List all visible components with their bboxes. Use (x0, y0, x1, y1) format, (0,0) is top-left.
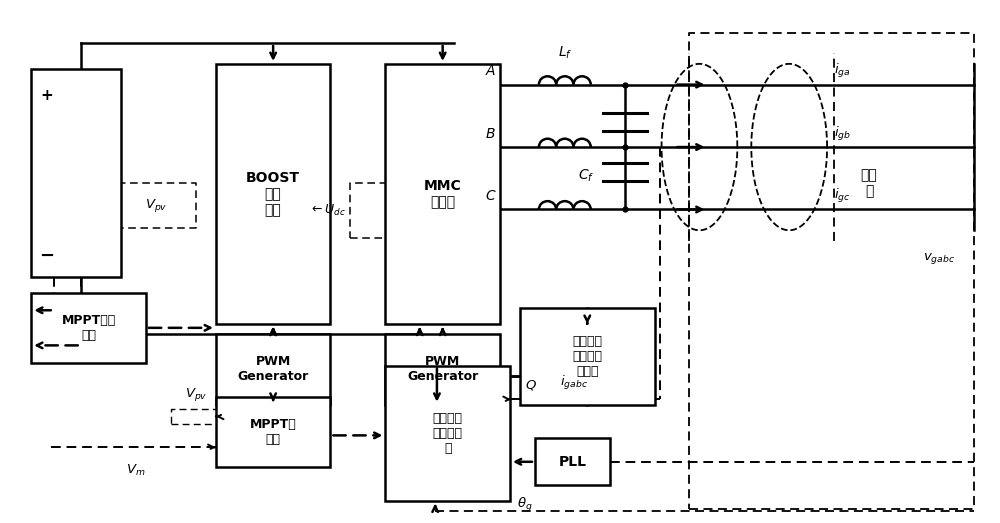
Text: $V_m$: $V_m$ (126, 463, 145, 478)
Bar (535, 438, 610, 485)
Text: $i_{gabc}$: $i_{gabc}$ (560, 373, 588, 392)
Bar (31, 69, 121, 277)
Text: MPPT控
制器: MPPT控 制器 (250, 418, 297, 446)
Text: BOOST
斩波
电路: BOOST 斩波 电路 (246, 170, 300, 217)
Text: C: C (485, 189, 495, 203)
Text: MMC
逆变器: MMC 逆变器 (424, 179, 462, 209)
Text: $V_{pv}$: $V_{pv}$ (145, 197, 167, 214)
Text: +: + (40, 87, 53, 103)
Text: A: A (486, 64, 495, 78)
Bar (385, 64, 500, 324)
Text: $i_{gb}$: $i_{gb}$ (834, 125, 851, 143)
Bar (385, 366, 510, 501)
Text: $v_{gabc}$: $v_{gabc}$ (923, 251, 955, 266)
Bar (216, 334, 330, 405)
Text: $C_f$: $C_f$ (578, 167, 595, 184)
Text: $Q$: $Q$ (525, 378, 537, 392)
Text: PWM
Generator: PWM Generator (407, 356, 478, 383)
Text: $V_{pv}$: $V_{pv}$ (185, 386, 207, 403)
Text: 低电压穿
越控制模
块: 低电压穿 越控制模 块 (433, 412, 463, 454)
Text: $i_{ga}$: $i_{ga}$ (834, 62, 851, 81)
Text: MPPT跟踪
模块: MPPT跟踪 模块 (62, 314, 116, 342)
Bar (216, 64, 330, 324)
Text: $\theta_g$: $\theta_g$ (517, 496, 533, 514)
Text: $\leftarrow U_{dc}$: $\leftarrow U_{dc}$ (309, 203, 345, 218)
Text: $L_f$: $L_f$ (558, 45, 572, 61)
Text: 并网
点: 并网 点 (861, 168, 877, 199)
Bar (385, 334, 500, 405)
Text: −: − (39, 247, 54, 265)
Bar (31, 293, 146, 363)
Text: $i_{gc}$: $i_{gc}$ (834, 187, 851, 206)
Bar (520, 309, 655, 405)
Bar (216, 397, 330, 467)
Text: B: B (486, 127, 495, 141)
Text: PWM
Generator: PWM Generator (238, 356, 309, 383)
Text: PLL: PLL (558, 455, 586, 469)
Text: 子模块电
容电压控
制模块: 子模块电 容电压控 制模块 (572, 335, 602, 378)
